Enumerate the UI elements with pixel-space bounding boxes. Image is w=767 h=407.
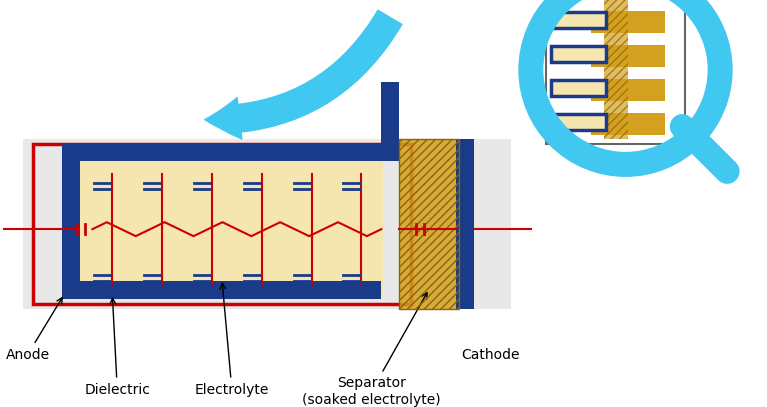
Bar <box>551 114 606 129</box>
Bar <box>62 144 381 162</box>
Text: Electrolyte: Electrolyte <box>195 283 269 396</box>
Bar <box>546 0 685 144</box>
Bar <box>400 140 459 309</box>
Bar <box>551 12 606 28</box>
Text: Dielectric: Dielectric <box>84 298 150 396</box>
Bar <box>62 281 381 299</box>
Bar <box>591 45 665 67</box>
Bar <box>62 144 81 299</box>
Bar <box>591 113 665 135</box>
Text: Anode: Anode <box>5 298 62 362</box>
Bar <box>591 79 665 101</box>
Bar <box>551 46 606 62</box>
FancyBboxPatch shape <box>22 140 511 309</box>
Bar <box>591 11 665 33</box>
Bar <box>551 46 606 62</box>
Bar <box>456 140 474 309</box>
Bar <box>551 80 606 96</box>
Bar <box>81 162 384 297</box>
Bar <box>551 114 606 129</box>
Bar <box>32 144 411 304</box>
Bar <box>551 80 606 96</box>
Bar <box>604 0 628 140</box>
Bar <box>551 12 606 28</box>
Text: Cathode: Cathode <box>462 348 520 362</box>
Text: Separator
(soaked electrolyte): Separator (soaked electrolyte) <box>302 293 441 407</box>
FancyArrowPatch shape <box>205 10 402 139</box>
Bar <box>400 140 459 309</box>
Bar <box>381 82 400 162</box>
